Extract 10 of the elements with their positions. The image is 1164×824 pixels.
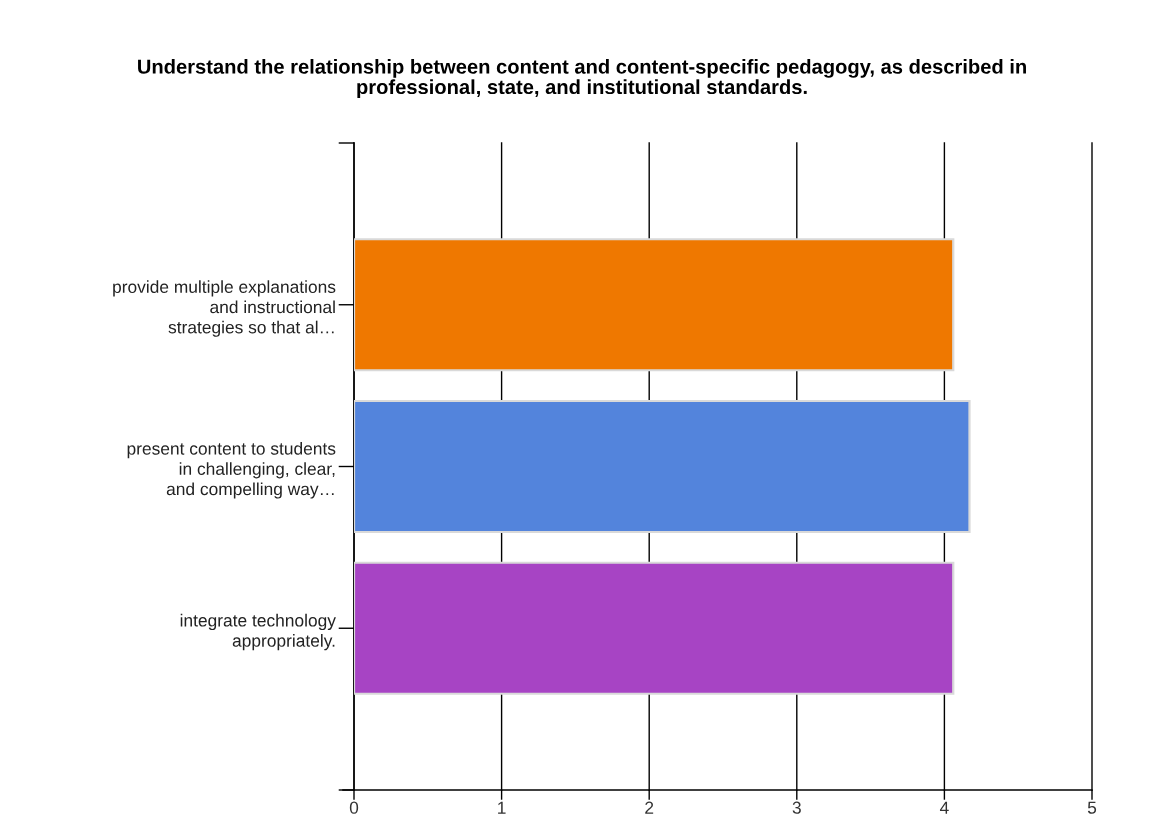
x-tick-label: 0	[349, 801, 359, 814]
x-tick-label: 4	[939, 801, 949, 814]
x-tick-label: 5	[1087, 801, 1097, 814]
x-tick-label: 3	[792, 801, 801, 814]
y-tick-label: integrate technology appropriately.	[180, 613, 336, 651]
y-tick-label: provide multiple explanations and instructional strategies so that al…	[113, 280, 336, 337]
x-tick-label: 1	[498, 801, 506, 814]
x-tick-label: 2	[645, 801, 654, 814]
chart-title: Understand the relationship between content and content-specific pedagogy, as described in professional, state, and institutional standards.	[138, 59, 1026, 99]
y-tick-label: present content to students in challenging, clear, and compelling way…	[127, 442, 336, 499]
